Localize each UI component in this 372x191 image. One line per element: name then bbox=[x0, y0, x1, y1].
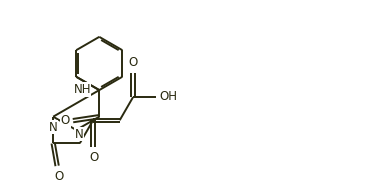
Text: N: N bbox=[49, 121, 58, 134]
Text: O: O bbox=[54, 170, 64, 183]
Text: O: O bbox=[90, 151, 99, 164]
Text: O: O bbox=[61, 114, 70, 127]
Text: OH: OH bbox=[160, 90, 177, 103]
Text: N: N bbox=[74, 128, 83, 141]
Text: H: H bbox=[75, 127, 83, 137]
Text: NH: NH bbox=[73, 83, 91, 96]
Text: O: O bbox=[128, 56, 138, 69]
